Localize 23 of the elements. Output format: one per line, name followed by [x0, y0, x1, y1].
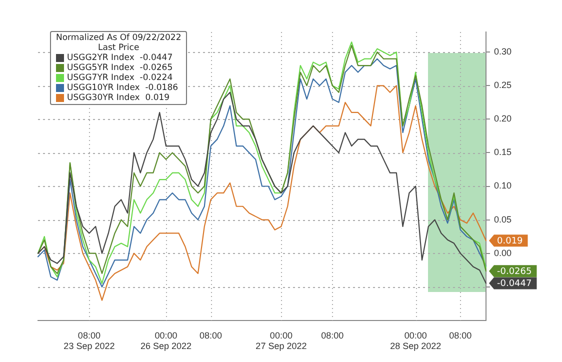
- data-label: -0.0265: [497, 266, 532, 277]
- y-tick-label: 0.05: [494, 214, 512, 224]
- x-tick-label: 08:00: [449, 330, 472, 340]
- legend-label: USGG5YR Index -0.0265: [67, 63, 173, 73]
- x-tick-label: 08:00: [200, 330, 222, 340]
- legend-title: Normalized As Of 09/22/2022 Last Price: [56, 33, 182, 53]
- y-tick-label: 0.30: [494, 46, 512, 57]
- legend-label: USGG2YR Index -0.0447: [67, 53, 173, 63]
- data-label: -0.0447: [497, 279, 532, 290]
- y-tick-label: 0.15: [494, 147, 512, 158]
- legend-label: USGG7YR Index -0.0224: [67, 73, 173, 83]
- y-tick-label: 0.00: [494, 248, 512, 258]
- x-tick-label: 00:00 26 Sep 2022: [140, 330, 192, 352]
- y-tick-label: 0.20: [494, 114, 512, 124]
- legend-label: USGG10YR Index -0.0186: [67, 83, 178, 93]
- x-tick-label: 08:00: [321, 330, 344, 340]
- x-tick-label: 08:00 23 Sep 2022: [64, 330, 115, 352]
- y-tick-label: 0.10: [494, 180, 512, 191]
- x-tick-label: 00:00 28 Sep 2022: [390, 330, 442, 352]
- legend-label: USGG30YR Index 0.019: [67, 93, 170, 103]
- x-tick-label: 00:00 27 Sep 2022: [256, 330, 307, 352]
- data-label: 0.019: [497, 236, 524, 246]
- y-tick-label: 0.25: [494, 80, 512, 90]
